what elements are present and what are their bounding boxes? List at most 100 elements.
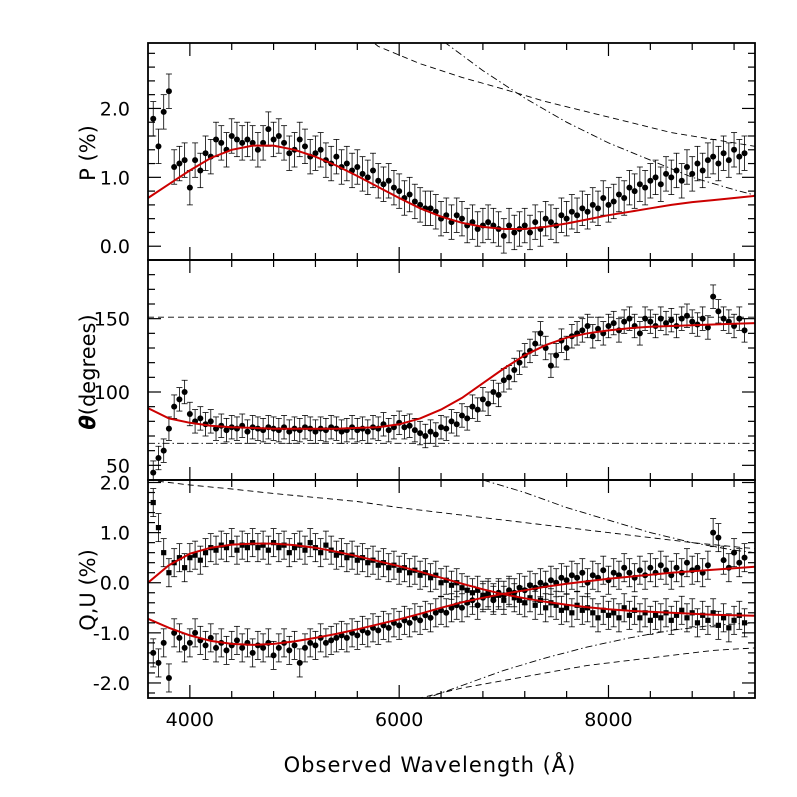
data-point-polarization xyxy=(715,160,722,167)
data-point-u xyxy=(432,609,439,616)
data-point-position-angle xyxy=(469,403,476,410)
ticks-stokes-qu xyxy=(148,480,755,698)
data-point-q xyxy=(726,625,732,631)
data-point-polarization xyxy=(568,208,575,215)
data-point-polarization xyxy=(532,219,539,226)
data-point-u xyxy=(260,644,267,651)
data-point-u xyxy=(160,639,167,646)
data-point-position-angle xyxy=(579,327,586,334)
data-point-q xyxy=(344,555,350,561)
data-point-polarization xyxy=(657,181,664,188)
data-point-q xyxy=(600,607,606,613)
panel-position-angle: 50 100 150 θ(degrees) xyxy=(76,259,756,481)
data-point-polarization xyxy=(249,139,256,146)
data-point-u xyxy=(579,569,586,576)
data-point-polarization xyxy=(186,184,193,191)
y-tick-label: 1.0 xyxy=(100,523,130,545)
data-point-polarization xyxy=(296,136,303,143)
data-point-q xyxy=(731,617,737,623)
data-point-u xyxy=(673,564,680,571)
data-point-position-angle xyxy=(155,455,162,461)
data-point-polarization xyxy=(406,191,413,198)
data-point-position-angle xyxy=(553,352,560,359)
data-point-q xyxy=(694,620,701,626)
data-point-polarization xyxy=(704,157,711,164)
data-point-position-angle xyxy=(506,374,513,381)
data-point-position-angle xyxy=(621,318,628,325)
data-point-position-angle xyxy=(165,425,172,432)
data-point-position-angle xyxy=(207,418,214,425)
data-point-position-angle xyxy=(500,377,507,384)
y-tick-label: -1.0 xyxy=(93,623,130,645)
data-point-polarization xyxy=(244,136,251,143)
data-point-position-angle xyxy=(432,431,439,438)
data-point-polarization xyxy=(343,160,350,167)
data-point-q xyxy=(564,605,570,611)
data-point-u xyxy=(731,549,738,556)
tick-labels-polarization: 0.0 1.0 2.0 xyxy=(100,98,130,258)
data-point-u xyxy=(574,574,581,581)
data-point-position-angle xyxy=(150,469,157,476)
model-curve-stokes-qu-q xyxy=(148,542,755,617)
data-point-u xyxy=(736,559,743,566)
data-point-polarization xyxy=(192,157,199,164)
y-axis-label-stokes-qu: Q,U (%) xyxy=(76,549,100,631)
plot-area-position-angle xyxy=(148,284,755,480)
data-point-q xyxy=(333,552,339,558)
data-point-polarization xyxy=(312,150,319,157)
data-point-position-angle xyxy=(663,320,670,327)
data-point-position-angle xyxy=(417,430,424,437)
plot-area-polarization xyxy=(148,43,755,254)
data-point-position-angle xyxy=(406,422,413,429)
data-point-u xyxy=(270,652,277,659)
data-point-polarization xyxy=(411,198,418,205)
reference-dashdot-line xyxy=(444,43,755,196)
data-point-position-angle xyxy=(495,391,502,398)
data-point-polarization xyxy=(485,219,492,226)
data-point-polarization xyxy=(275,133,282,139)
data-point-q xyxy=(590,610,596,616)
data-point-u xyxy=(155,659,162,666)
data-point-q xyxy=(595,615,601,621)
panel-stokes-qu: -2.0 -1.0 0.0 1.0 2.0 4000 6000 8000 Q,U (%) Ob… xyxy=(76,473,756,777)
data-point-u xyxy=(704,562,711,569)
data-point-polarization xyxy=(683,164,690,170)
data-point-q xyxy=(302,547,308,553)
data-point-position-angle xyxy=(181,389,188,395)
data-point-u xyxy=(710,529,717,536)
data-point-polarization xyxy=(458,215,465,222)
data-point-q xyxy=(229,540,235,546)
data-point-position-angle xyxy=(427,428,434,435)
data-point-u xyxy=(171,629,178,636)
data-point-u xyxy=(741,554,748,561)
data-point-position-angle xyxy=(584,323,591,329)
y-tick-label: 50 xyxy=(106,455,130,477)
data-point-q xyxy=(155,525,162,531)
data-point-u xyxy=(516,584,523,591)
data-point-polarization xyxy=(589,201,596,208)
data-point-polarization xyxy=(453,212,460,219)
data-point-polarization xyxy=(364,174,371,181)
model-curve-position-angle xyxy=(148,322,755,430)
data-point-position-angle xyxy=(438,424,445,431)
data-point-q xyxy=(543,605,549,611)
data-point-polarization xyxy=(160,108,167,115)
y-tick-label: 150 xyxy=(94,309,130,331)
tick-labels-stokes-qu: -2.0 -1.0 0.0 1.0 2.0 4000 6000 8000 xyxy=(93,473,633,731)
data-point-q xyxy=(323,542,329,548)
data-point-polarization xyxy=(254,146,261,153)
data-point-position-angle xyxy=(741,327,748,334)
data-point-u xyxy=(192,629,199,636)
data-point-polarization xyxy=(370,167,377,174)
data-point-u xyxy=(537,579,544,586)
data-point-position-angle xyxy=(626,315,633,322)
data-point-q xyxy=(700,612,706,618)
data-point-u xyxy=(715,534,722,541)
data-point-position-angle xyxy=(464,415,471,422)
data-point-polarization xyxy=(417,201,424,208)
data-point-polarization xyxy=(375,177,382,184)
data-point-u xyxy=(275,644,282,651)
data-point-u xyxy=(291,642,298,649)
data-point-position-angle xyxy=(605,323,612,329)
data-point-position-angle xyxy=(720,315,727,322)
